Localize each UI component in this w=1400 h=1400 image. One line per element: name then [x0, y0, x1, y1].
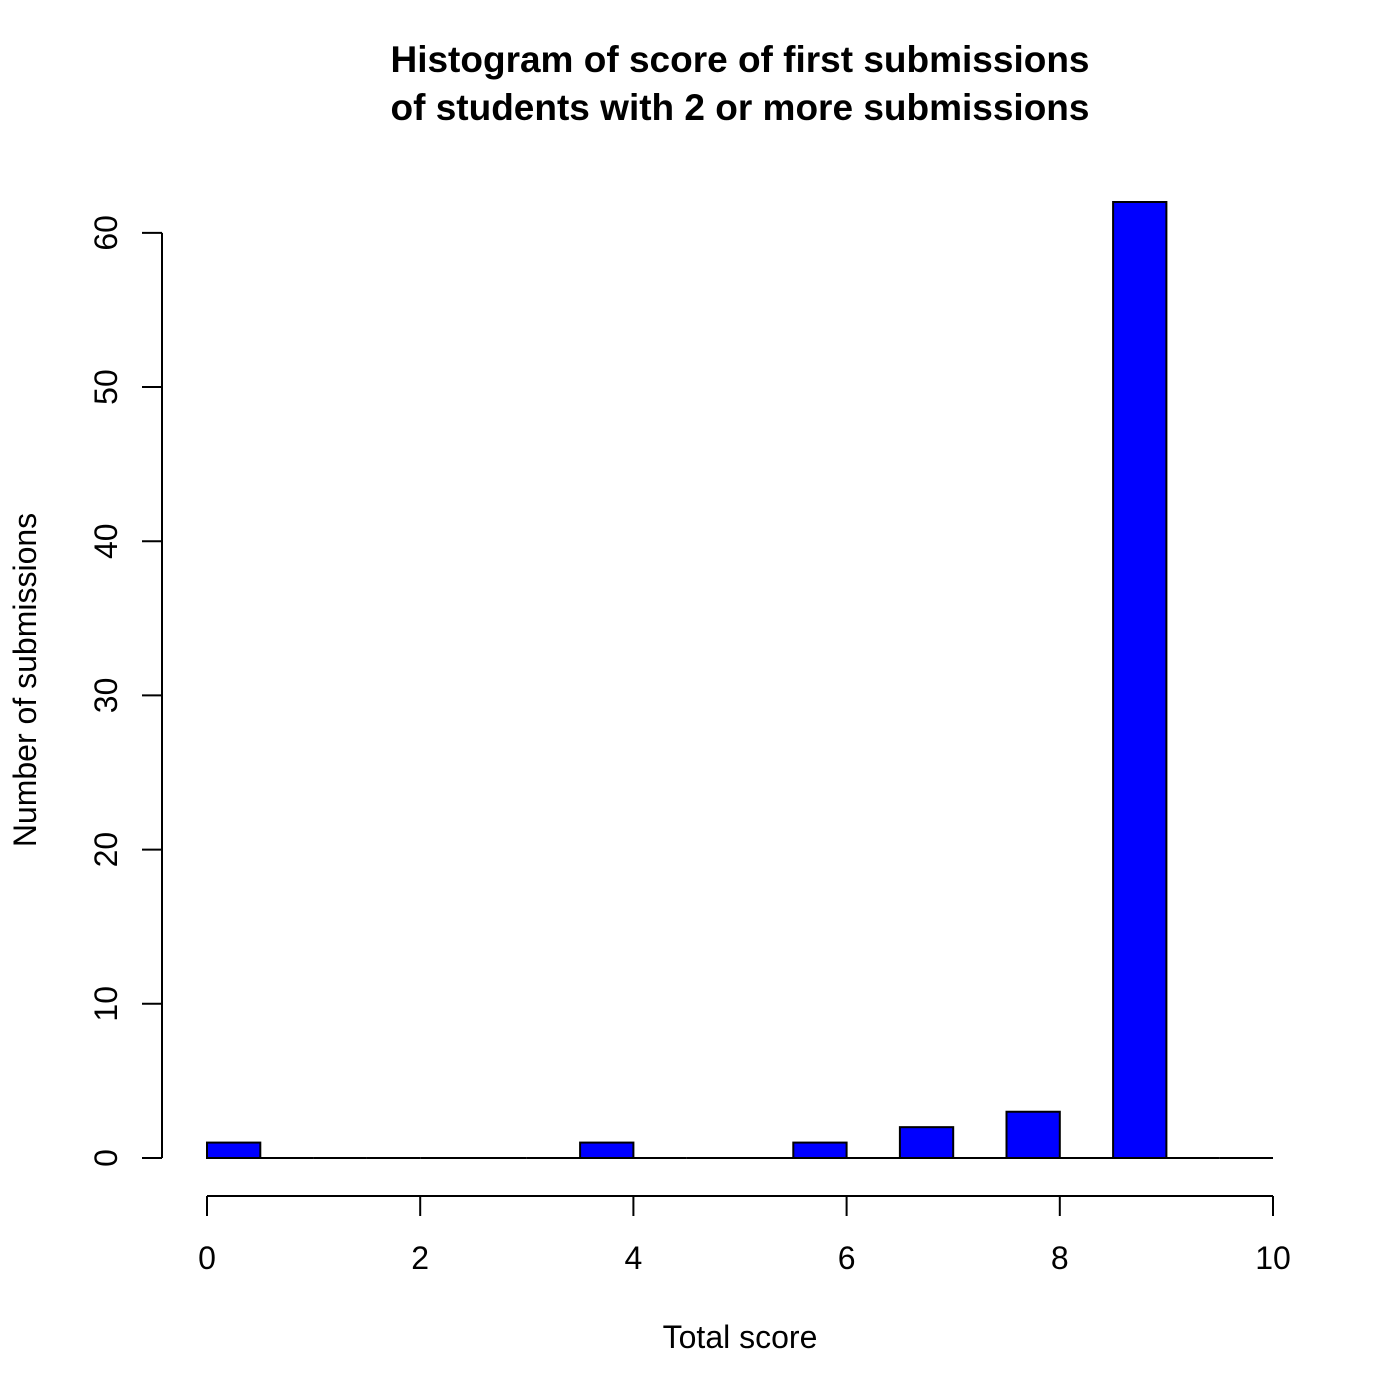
y-tick-label-50: 50	[88, 369, 124, 405]
y-tick-label-0: 0	[88, 1149, 124, 1167]
chart-title-line-2: of students with 2 or more submissions	[391, 87, 1090, 128]
y-tick-label-20: 20	[88, 832, 124, 868]
y-axis-label: Number of submissions	[7, 513, 43, 847]
y-tick-label-10: 10	[88, 986, 124, 1022]
x-tick-label-2: 2	[411, 1240, 429, 1276]
x-axis-label: Total score	[663, 1319, 818, 1355]
x-tick-label-4: 4	[625, 1240, 643, 1276]
x-tick-label-6: 6	[838, 1240, 856, 1276]
y-tick-label-40: 40	[88, 523, 124, 559]
x-tick-label-8: 8	[1051, 1240, 1069, 1276]
x-tick-label-10: 10	[1255, 1240, 1291, 1276]
x-axis: 0 2 4 6 8 10	[198, 1195, 1291, 1276]
y-tick-label-60: 60	[88, 215, 124, 251]
histogram-bar-7	[579, 1141, 635, 1160]
histogram-bar-13	[898, 1126, 955, 1159]
histogram-bar-0	[206, 1141, 262, 1160]
histogram-bar-15	[1005, 1110, 1061, 1160]
bars-group	[206, 201, 1273, 1160]
histogram-bar-11	[792, 1141, 848, 1160]
chart-title-line-1: Histogram of score of first submissions	[390, 39, 1089, 80]
x-tick-label-0: 0	[198, 1240, 216, 1276]
histogram-bar-17	[1112, 201, 1168, 1159]
y-tick-label-30: 30	[88, 678, 124, 714]
y-axis: 0 10 20 30 40 50 60	[88, 215, 163, 1167]
